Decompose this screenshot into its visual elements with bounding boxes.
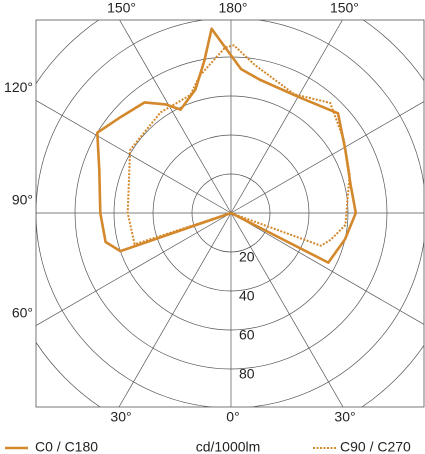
marks [96, 27, 358, 264]
theta-tick-label: 30° [110, 409, 131, 425]
theta-tick-label: 0° [226, 409, 239, 425]
grid-spoke [230, 212, 424, 325]
grid-spoke [230, 20, 343, 214]
grid-spoke [36, 100, 232, 214]
r-tick-label: 40 [239, 288, 255, 304]
theta-tick-label: 150° [107, 0, 136, 16]
grid-spoke [118, 212, 232, 407]
grid-spoke [119, 20, 232, 214]
grid-spoke [230, 212, 344, 407]
theta-tick-label: 30° [334, 409, 355, 425]
unit-label: cd/1000lm [196, 439, 261, 454]
r-tick-label: 60 [239, 327, 255, 343]
theta-tick-label: 180° [219, 0, 248, 16]
theta-tick-label: 90° [12, 192, 33, 208]
legend-label: C90 / C270 [340, 439, 411, 454]
grid-spoke [230, 101, 424, 214]
series-line [126, 44, 351, 247]
theta-tick-label: 150° [330, 0, 359, 16]
legend-label: C0 / C180 [35, 439, 98, 454]
r-tick-label: 20 [239, 249, 255, 265]
grid-spoke [36, 212, 232, 326]
labels: 20 40 60 80 0° 30° 150° 180° 150° 120° 90° 60° 30° [4, 0, 359, 425]
theta-tick-label: 60° [12, 304, 33, 320]
r-tick-label: 80 [239, 366, 255, 382]
series-line [96, 27, 358, 264]
theta-tick-label: 120° [4, 79, 33, 95]
